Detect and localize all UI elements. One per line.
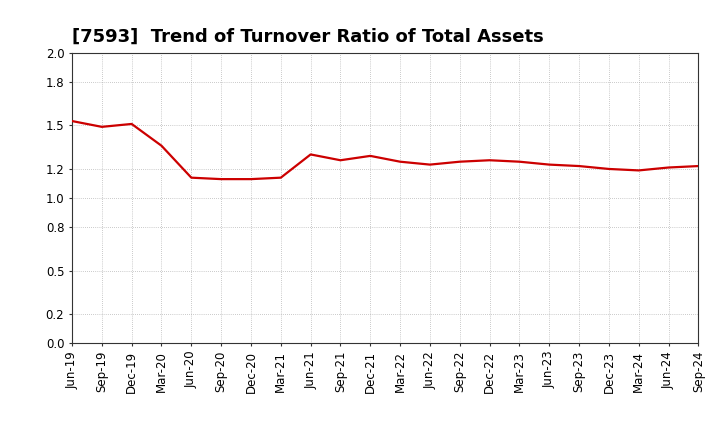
Text: [7593]  Trend of Turnover Ratio of Total Assets: [7593] Trend of Turnover Ratio of Total … — [72, 28, 544, 46]
